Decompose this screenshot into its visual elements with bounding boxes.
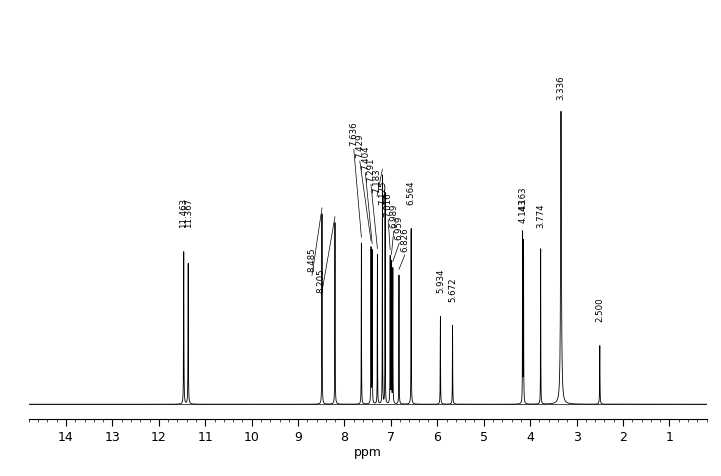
Text: 7.429: 7.429	[355, 134, 364, 158]
Text: 7.636: 7.636	[349, 122, 358, 147]
Text: 7.404: 7.404	[361, 145, 370, 170]
Text: 5.934: 5.934	[436, 268, 445, 293]
Text: 6.826: 6.826	[400, 227, 410, 252]
X-axis label: ppm: ppm	[354, 446, 381, 459]
Text: 8.485: 8.485	[307, 248, 317, 272]
Text: 11.463: 11.463	[180, 198, 188, 228]
Text: 7.016: 7.016	[384, 192, 393, 217]
Text: 5.672: 5.672	[448, 277, 457, 302]
Text: 3.774: 3.774	[536, 204, 545, 228]
Text: 4.163: 4.163	[518, 186, 527, 211]
Text: 4.143: 4.143	[519, 198, 528, 223]
Text: 6.959: 6.959	[395, 216, 404, 240]
Text: 11.367: 11.367	[184, 198, 193, 228]
Text: 7.291: 7.291	[366, 157, 376, 182]
Text: 6.989: 6.989	[389, 204, 398, 228]
Text: 8.205: 8.205	[317, 268, 326, 293]
Text: 2.500: 2.500	[596, 298, 604, 322]
Text: 7.125: 7.125	[378, 180, 387, 205]
Text: 6.564: 6.564	[407, 180, 416, 205]
Text: 3.336: 3.336	[557, 75, 565, 99]
Text: 7.183: 7.183	[373, 169, 381, 193]
